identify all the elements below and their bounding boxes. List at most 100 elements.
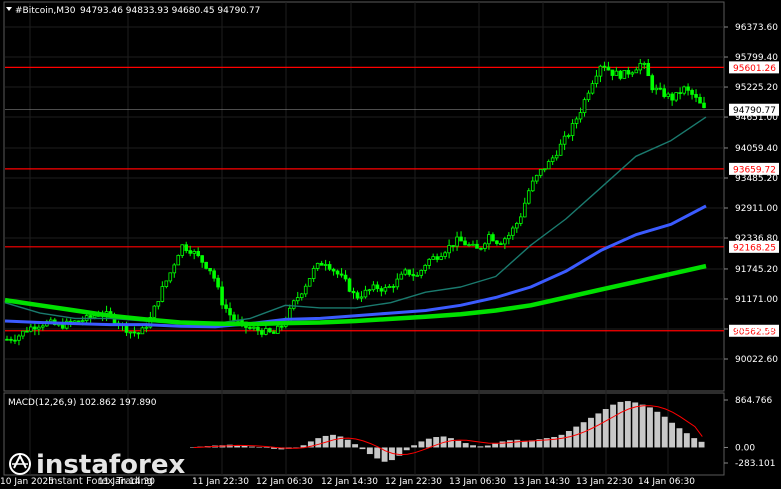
y-tick-label: 91171.00: [735, 295, 778, 305]
candle-body: [423, 264, 428, 271]
candle-body: [546, 161, 551, 170]
candle-body: [626, 70, 631, 75]
macd-histogram-bar: [462, 443, 469, 448]
candle-body: [37, 326, 41, 330]
candle-body: [618, 70, 623, 79]
candle-body: [495, 240, 499, 244]
candle-body: [515, 223, 519, 229]
candle-body: [224, 304, 228, 309]
candle-body: [276, 325, 280, 334]
candle-body: [598, 65, 603, 77]
candle-body: [220, 286, 224, 306]
macd-histogram-bar: [602, 409, 609, 448]
candle-body: [327, 264, 332, 270]
candle-body: [323, 264, 328, 266]
candle-body: [172, 264, 177, 274]
x-tick-label: 11 Jan 22:30: [192, 477, 249, 487]
level-tag-bg: [729, 240, 779, 253]
macd-histogram-bar: [190, 447, 196, 448]
candle-body: [299, 293, 304, 298]
macd-tick-label: -283.101: [735, 459, 775, 469]
x-tick-label: 14 Jan 06:30: [638, 477, 695, 487]
horizontal-levels[interactable]: 95601.26 93659.72 92168.25 90562.59 94790.77: [5, 61, 779, 337]
candle-body: [439, 256, 443, 260]
candle-body: [471, 243, 475, 246]
candle-body: [518, 216, 523, 224]
level-tag-bg: [729, 162, 779, 175]
candle-body: [232, 314, 236, 321]
candle-body: [467, 244, 471, 247]
candle-body: [479, 247, 483, 250]
candle-body: [503, 238, 507, 245]
macd-histogram-bar: [374, 447, 381, 459]
candle-body: [447, 245, 451, 254]
macd-histogram-bar: [484, 445, 491, 448]
x-tick-label: 13 Jan 22:30: [576, 477, 633, 487]
x-tick-label: 11 Jan 14:30: [98, 477, 155, 487]
candle-body: [511, 227, 515, 236]
candle-body: [359, 296, 364, 299]
moving-averages: [4, 116, 707, 329]
dropdown-triangle-icon[interactable]: [6, 7, 12, 11]
candle-body: [319, 262, 324, 266]
candle-body: [29, 326, 33, 332]
y-tick-label: 96373.60: [735, 23, 778, 33]
candle-body: [407, 269, 412, 275]
candle-body: [331, 268, 336, 272]
candle-body: [690, 89, 694, 95]
macd-histogram-bar: [477, 446, 484, 448]
candle-body: [662, 88, 666, 97]
macd-histogram-bar: [514, 439, 521, 448]
candle-body: [646, 63, 651, 77]
candle-body: [610, 69, 615, 76]
candle-body: [264, 328, 268, 335]
candle-body: [459, 236, 463, 242]
candle-body: [355, 292, 360, 299]
macd-histogram-bar: [647, 407, 653, 448]
candle-body: [88, 315, 93, 318]
candle-body: [530, 180, 535, 192]
macd-histogram-bar: [543, 438, 550, 448]
instaforex-logo-icon: [9, 453, 31, 475]
y-tick-label: 95225.20: [735, 83, 778, 93]
y-tick-label: 92911.00: [735, 204, 778, 214]
chart-header: #Bitcoin,M30 94793.46 94833.93 94680.45 …: [6, 6, 260, 16]
candle-body: [578, 112, 583, 120]
macd-histogram-bar: [256, 447, 263, 448]
candle-body: [212, 270, 216, 279]
candle-body: [200, 255, 204, 263]
macd-histogram-bar: [676, 428, 683, 448]
ohlc-values: 94793.46 94833.93 94680.45 94790.77: [80, 6, 260, 16]
level-price-label: 95601.26: [733, 64, 776, 74]
candle-body: [136, 332, 141, 335]
candle-body: [455, 236, 459, 247]
candle-body: [80, 320, 85, 323]
watermark-brand: instaforex: [36, 450, 186, 480]
candle-body: [49, 319, 53, 322]
candle-body: [698, 96, 702, 104]
candle-body: [371, 284, 376, 291]
x-tick-label: 12 Jan 22:30: [385, 477, 442, 487]
x-tick-label: 13 Jan 06:30: [449, 477, 506, 487]
candle-body: [650, 75, 655, 91]
level-price-label: 90562.59: [733, 327, 776, 337]
y-tick-label: 90596.80: [735, 325, 778, 335]
candle-body: [606, 66, 611, 71]
macd-histogram-bar: [433, 437, 440, 448]
macd-histogram-bar: [411, 445, 418, 448]
candle-body: [582, 99, 587, 114]
macd-histogram-bar: [366, 447, 373, 455]
macd-histogram-bar: [396, 447, 403, 456]
macd-histogram-bar: [315, 438, 322, 448]
macd-histogram-bar: [418, 441, 425, 448]
candle-body: [678, 92, 682, 94]
candle-body: [507, 234, 511, 240]
macd-histogram-bar: [529, 440, 535, 448]
candle-body: [550, 157, 555, 162]
candle-body: [427, 258, 431, 266]
candle-body: [25, 330, 29, 333]
candle-body: [17, 335, 21, 341]
macd-signal-line: [193, 405, 703, 456]
